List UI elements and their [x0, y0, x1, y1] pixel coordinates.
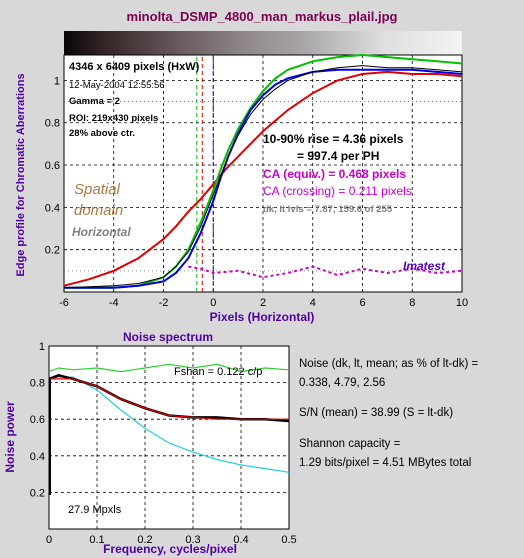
top-grid: [64, 55, 462, 292]
rise-per-ph-text: = 997.4 per PH: [297, 149, 379, 163]
x-tick-label: 0.5: [281, 534, 296, 546]
mpxls-text: 27.9 Mpxls: [68, 504, 122, 516]
ca-equiv-text: CA (equiv.) = 0.468 pixels: [263, 167, 406, 181]
series-line-green: [48, 363, 290, 373]
spatial-label: Spatial: [74, 181, 121, 198]
y-tick-label: 0.6: [30, 414, 45, 426]
bottom-grid: [49, 346, 289, 529]
x-tick-label: 0.1: [89, 534, 104, 546]
domain-label: domain: [74, 202, 123, 219]
roi-text: ROI: 219x430 pixels: [69, 113, 158, 124]
bottom-x-axis-label: Frequency, cycles/pixel: [103, 542, 237, 556]
shannon-label: Shannon capacity =: [299, 438, 401, 450]
bottom-tick-labels: 0 0.1 0.2 0.3 0.4 0.5 0.2 0.4 0.6 0.8 1: [30, 341, 297, 546]
image-size-text: 4346 x 6409 pixels (HxW): [69, 61, 200, 73]
series-line-blue: [64, 68, 463, 289]
rise-text: 10-90% rise = 4.36 pixels: [263, 132, 404, 146]
series-line-ca: [188, 265, 463, 279]
noise-title: Noise spectrum: [123, 330, 213, 344]
x-tick-label: -6: [59, 297, 69, 309]
x-tick-label: 0: [46, 534, 52, 546]
chart-title: minolta_DSMP_4800_man_markus_plail.jpg: [127, 9, 398, 24]
x-tick-label: 8: [409, 297, 415, 309]
x-tick-label: 10: [456, 297, 468, 309]
x-tick-label: -2: [159, 297, 169, 309]
top-series: [63, 53, 463, 292]
top-y-axis-label: Edge profile for Chromatic Aberrations: [15, 73, 27, 276]
y-tick-label: 0.6: [45, 160, 60, 172]
x-tick-label: -4: [109, 297, 119, 309]
x-tick-label: 0.2: [137, 534, 152, 546]
orientation-label: Horizontal: [72, 225, 131, 239]
x-tick-label: 4: [310, 297, 316, 309]
x-tick-label: 2: [260, 297, 266, 309]
x-tick-label: 0.4: [233, 534, 248, 546]
y-tick-label: 0.4: [45, 202, 60, 214]
y-tick-label: 0.4: [30, 451, 45, 463]
x-tick-label: 0: [210, 297, 216, 309]
ca-crossing-text: CA (crossing) = 0.211 pixels: [263, 184, 412, 198]
noise-stats-label: Noise (dk, lt, mean; as % of lt-dk) =: [299, 358, 479, 370]
series-line-black: [63, 65, 463, 289]
series-line-red: [49, 378, 289, 420]
fshan-text: Fshan = 0.122 c/p: [174, 366, 262, 378]
top-x-axis-label: Pixels (Horizontal): [210, 310, 315, 324]
grayscale-bar: [64, 31, 462, 55]
top-tick-labels: -6 -4 -2 0 2 4 6 8 10 0.2 0.4 0.6 0.8 1: [45, 75, 468, 309]
series-line-red: [63, 70, 463, 287]
y-tick-label: 0.2: [30, 487, 45, 499]
y-tick-label: 1: [39, 341, 45, 353]
bottom-y-axis-label: Noise power: [3, 401, 17, 473]
y-tick-label: 0.2: [45, 245, 60, 257]
y-tick-label: 0.8: [45, 118, 60, 130]
imatest-label: Imatest: [403, 259, 446, 273]
y-tick-label: 0.8: [30, 378, 45, 390]
gamma-text: Gamma = 2: [69, 96, 120, 107]
levels-text: dk, lt lvls = 7.87, 159.6 of 255: [263, 204, 393, 215]
bottom-series: [48, 363, 290, 473]
y-tick-label: 1: [54, 75, 60, 87]
x-tick-label: 6: [359, 297, 365, 309]
shannon-values: 1.29 bits/pixel = 4.51 MBytes total: [299, 457, 471, 469]
above-center-text: 28% above ctr.: [69, 128, 135, 139]
date-text: 12-May-2004 12:55:56: [69, 80, 165, 91]
x-tick-label: 0.3: [185, 534, 200, 546]
sn-text: S/N (mean) = 38.99 (S = lt-dk): [299, 407, 453, 419]
noise-stats-values: 0.338, 4.79, 2.56: [299, 377, 385, 389]
